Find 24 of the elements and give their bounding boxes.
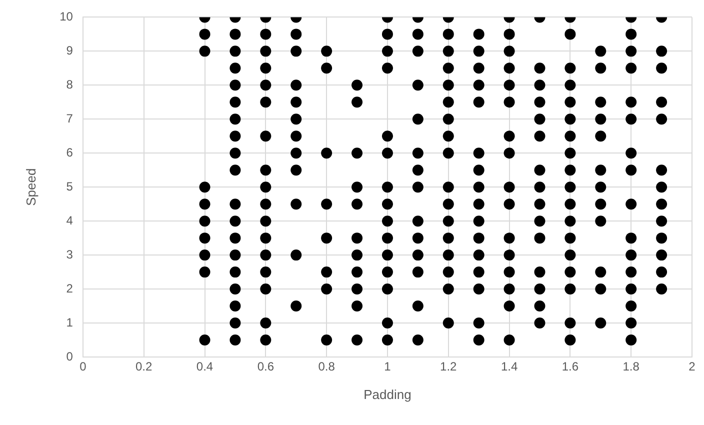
- y-tick-label: 1: [66, 315, 74, 330]
- y-tick-label: 5: [66, 179, 74, 194]
- x-tick-label: 2: [688, 360, 696, 374]
- y-tick-label: 3: [66, 247, 74, 262]
- x-tick-label: 0: [80, 360, 87, 374]
- x-axis-title: Padding: [364, 386, 412, 402]
- y-tick-label: 8: [66, 77, 74, 92]
- x-tick-label: 1.2: [440, 360, 458, 374]
- y-tick-label: 0: [66, 349, 74, 364]
- y-tick-label: 4: [66, 213, 74, 228]
- x-tick-label: 1.8: [622, 360, 640, 374]
- y-axis-title: Speed: [23, 168, 38, 206]
- x-tick-label: 0.4: [196, 360, 214, 374]
- y-tick-label: 9: [66, 43, 74, 58]
- y-tick-label: 6: [66, 145, 74, 160]
- x-tick-label: 0.2: [136, 360, 153, 374]
- x-tick-label: 0.8: [318, 360, 336, 374]
- y-tick-label: 2: [66, 281, 74, 296]
- x-tick-label: 1: [384, 360, 392, 374]
- x-tick-label: 1.4: [500, 360, 518, 374]
- x-tick-label: 1.6: [562, 360, 579, 374]
- x-tick-label: 0.6: [257, 360, 274, 374]
- y-tick-label: 10: [60, 10, 74, 24]
- y-tick-label: 7: [66, 111, 74, 126]
